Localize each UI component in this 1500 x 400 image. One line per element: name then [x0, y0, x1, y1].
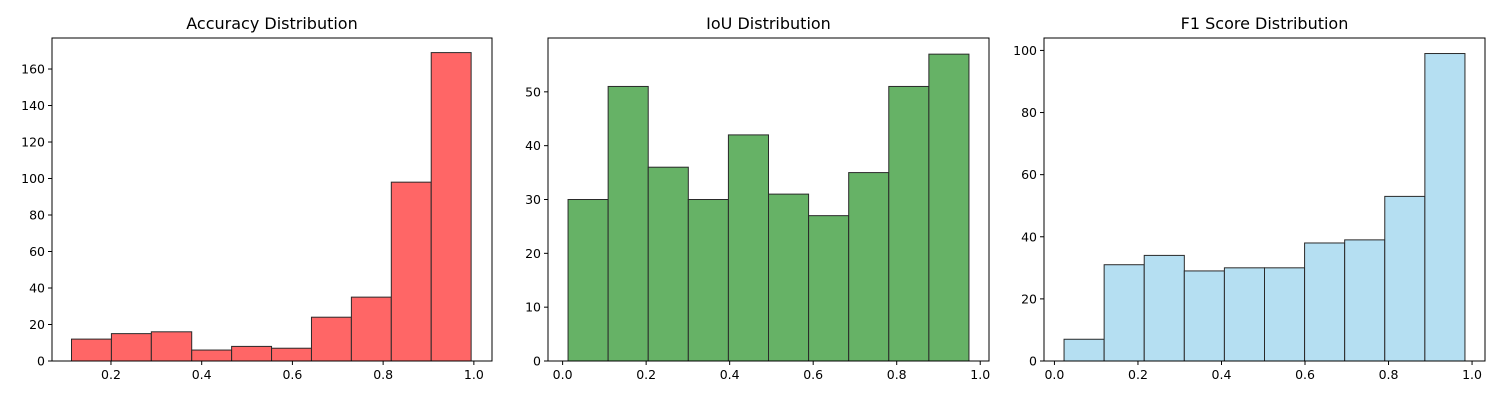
histogram-bar — [231, 345, 273, 362]
y-tick-label: 40 — [525, 138, 541, 153]
x-tick-label: 0.6 — [1295, 367, 1315, 382]
histogram-bar — [71, 338, 112, 362]
y-tick-label: 10 — [525, 300, 541, 315]
histogram-bar — [1143, 254, 1185, 362]
x-tick-label: 0.4 — [720, 367, 740, 382]
accuracy-histogram: Accuracy Distribution 0.2 0.4 0.6 0.8 1.0 0 20 4… — [21, 14, 493, 382]
axes-frame — [1043, 37, 1486, 362]
histogram-bar — [848, 172, 890, 362]
y-tick-label: 20 — [525, 246, 541, 261]
histogram-bar — [607, 85, 649, 362]
y-tick-label: 100 — [21, 171, 45, 186]
x-tick-label: 0.0 — [553, 367, 573, 382]
y-tick-label: 30 — [525, 192, 541, 207]
iou-histogram: IoU Distribution 0.0 0.2 0.4 0.6 0.8 1.0 0 10 20 3… — [525, 14, 990, 382]
histogram-bar — [430, 52, 472, 362]
x-tick-label: 0.4 — [1212, 367, 1232, 382]
histogram-bar — [928, 53, 970, 362]
y-tick-label: 20 — [29, 317, 45, 332]
y-tick-label: 100 — [1013, 43, 1037, 58]
x-tick-label: 0.8 — [887, 367, 907, 382]
histogram-bar — [1063, 338, 1105, 362]
y-tick-label: 50 — [525, 84, 541, 99]
histogram-bar — [808, 215, 850, 362]
histogram-bar — [1264, 267, 1306, 362]
histogram-bar — [1103, 264, 1145, 362]
y-tick-label: 160 — [21, 62, 45, 77]
y-tick-label: 40 — [29, 281, 45, 296]
x-tick-label: 1.0 — [970, 367, 990, 382]
histogram-bar — [1183, 270, 1225, 362]
histogram-bar — [1304, 242, 1346, 362]
y-tick-label: 120 — [21, 135, 45, 150]
y-tick-label: 0 — [1029, 354, 1037, 369]
histogram-bar — [768, 193, 810, 362]
histogram-bar — [150, 331, 193, 362]
histogram-bar — [687, 199, 729, 362]
histogram-bar — [727, 134, 769, 362]
y-tick-label: 80 — [1021, 105, 1037, 120]
chart-title: IoU Distribution — [706, 14, 831, 33]
y-tick-label: 20 — [1021, 291, 1037, 306]
x-tick-label: 0.4 — [192, 367, 212, 382]
x-tick-label: 0.6 — [803, 367, 823, 382]
x-tick-label: 1.0 — [464, 367, 484, 382]
x-tick-label: 0.2 — [636, 367, 656, 382]
y-tick-label: 60 — [29, 244, 45, 259]
histogram-bar — [390, 181, 432, 362]
histogram-bar — [647, 166, 689, 362]
y-tick-label: 40 — [1021, 229, 1037, 244]
histogram-bar — [888, 85, 930, 362]
chart-title: Accuracy Distribution — [186, 14, 357, 33]
histogram-bar — [567, 199, 609, 362]
x-tick-label: 0.2 — [101, 367, 121, 382]
x-tick-label: 0.0 — [1044, 367, 1064, 382]
histogram-bar — [271, 347, 312, 362]
histogram-bar — [1344, 239, 1386, 362]
x-tick-label: 0.8 — [1379, 367, 1399, 382]
histogram-bar — [310, 316, 352, 362]
histogram-bar — [1223, 267, 1265, 362]
f1-score-histogram: F1 Score Distribution 0.0 0.2 0.4 0.6 0.8 1.0 0… — [1013, 14, 1486, 382]
histogram-bar — [191, 349, 233, 362]
histogram-bar — [350, 296, 392, 362]
y-tick-label: 60 — [1021, 167, 1037, 182]
y-tick-label: 140 — [21, 98, 45, 113]
x-tick-label: 0.8 — [373, 367, 393, 382]
x-tick-label: 0.2 — [1128, 367, 1148, 382]
axes-frame — [51, 37, 493, 362]
y-tick-label: 0 — [37, 354, 45, 369]
histogram-bar — [1384, 195, 1426, 362]
y-tick-label: 80 — [29, 208, 45, 223]
histogram-bar — [110, 333, 152, 362]
chart-title: F1 Score Distribution — [1181, 14, 1349, 33]
histogram-bar — [1424, 53, 1466, 362]
y-tick-label: 0 — [533, 354, 541, 369]
x-tick-label: 0.6 — [282, 367, 302, 382]
x-tick-label: 1.0 — [1462, 367, 1482, 382]
